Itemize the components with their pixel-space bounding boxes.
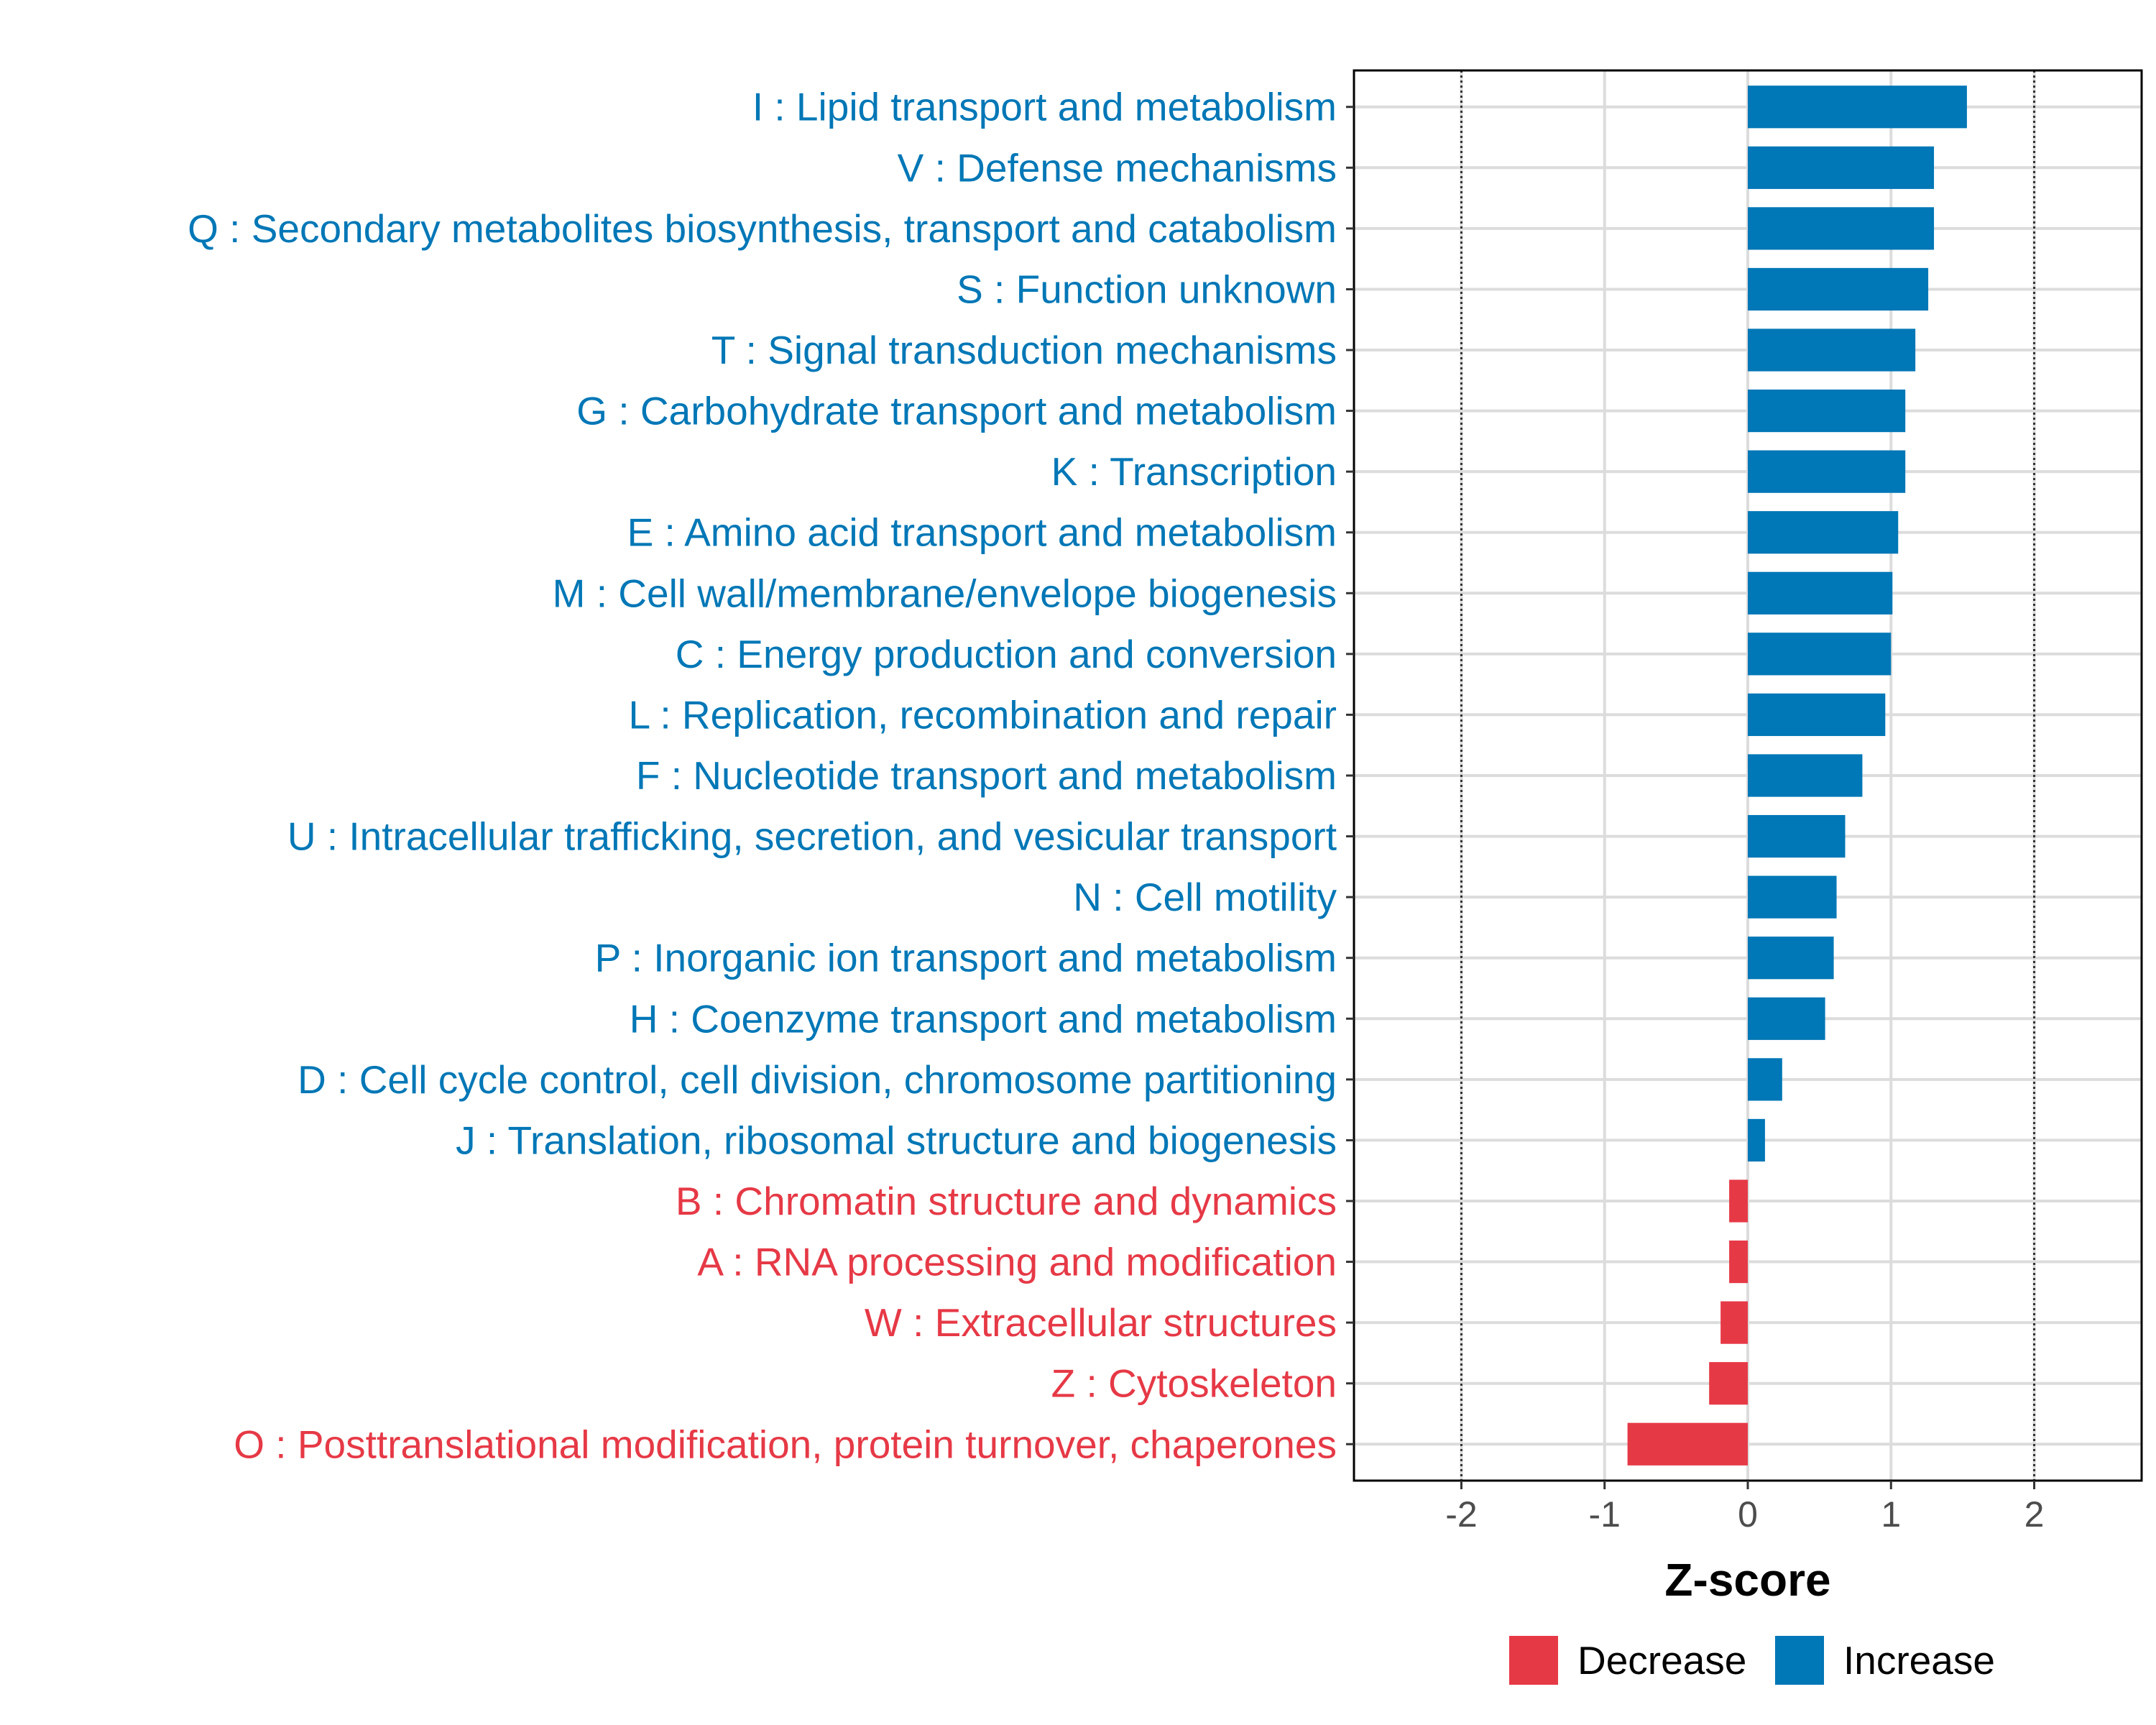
bar bbox=[1748, 207, 1935, 250]
category-label: H : Coenzyme transport and metabolism bbox=[630, 996, 1337, 1041]
x-axis-title: Z-score bbox=[1664, 1554, 1830, 1606]
category-label: T : Signal transduction mechanisms bbox=[711, 328, 1337, 372]
category-label: A : RNA processing and modification bbox=[697, 1240, 1337, 1284]
y-axis-ticks bbox=[1346, 106, 1354, 1445]
category-label: J : Translation, ribosomal structure and… bbox=[456, 1118, 1337, 1162]
bar bbox=[1748, 571, 1893, 615]
x-tick-label: -1 bbox=[1588, 1494, 1620, 1535]
legend-label: Increase bbox=[1843, 1638, 1995, 1683]
legend-swatch bbox=[1509, 1636, 1558, 1685]
y-axis-category-labels: I : Lipid transport and metabolism V : De… bbox=[188, 85, 1337, 1467]
category-label: K : Transcription bbox=[1051, 449, 1337, 494]
bar bbox=[1748, 1118, 1765, 1162]
category-label: M : Cell wall/membrane/envelope biogenes… bbox=[553, 571, 1337, 615]
category-label: E : Amino acid transport and metabolism bbox=[627, 510, 1337, 555]
x-tick-label: 0 bbox=[1738, 1494, 1758, 1535]
category-label: P : Inorganic ion transport and metaboli… bbox=[595, 936, 1337, 980]
bar bbox=[1748, 693, 1886, 737]
legend-swatch bbox=[1775, 1636, 1824, 1685]
category-label: C : Energy production and conversion bbox=[676, 632, 1337, 676]
category-label: L : Replication, recombination and repai… bbox=[629, 692, 1337, 737]
bar bbox=[1748, 997, 1825, 1040]
bar bbox=[1729, 1179, 1748, 1223]
bar bbox=[1748, 86, 1967, 129]
x-tick-label: 1 bbox=[1881, 1494, 1901, 1535]
category-label: D : Cell cycle control, cell division, c… bbox=[298, 1057, 1337, 1102]
legend-label: Decrease bbox=[1577, 1638, 1746, 1683]
category-label: Z : Cytoskeleton bbox=[1051, 1361, 1337, 1406]
bar bbox=[1627, 1422, 1748, 1466]
legend: Decrease Increase bbox=[1509, 1636, 1995, 1685]
category-label: V : Defense mechanisms bbox=[898, 145, 1337, 190]
category-label: O : Posttranslational modification, prot… bbox=[234, 1422, 1337, 1466]
category-label: I : Lipid transport and metabolism bbox=[752, 85, 1337, 129]
category-label: U : Intracellular trafficking, secretion… bbox=[287, 814, 1337, 859]
category-label: B : Chromatin structure and dynamics bbox=[676, 1179, 1337, 1223]
category-label: W : Extracellular structures bbox=[865, 1300, 1337, 1345]
category-label: Q : Secondary metabolites biosynthesis, … bbox=[188, 206, 1337, 251]
category-label: G : Carbohydrate transport and metabolis… bbox=[576, 389, 1337, 433]
category-label: F : Nucleotide transport and metabolism bbox=[636, 753, 1337, 798]
x-axis-ticks: -2 -1 0 1 2 bbox=[1445, 1481, 2044, 1535]
bar bbox=[1720, 1301, 1748, 1344]
bar bbox=[1709, 1362, 1748, 1405]
x-tick-label: 2 bbox=[2024, 1494, 2045, 1535]
bar bbox=[1748, 450, 1906, 493]
x-tick-label: -2 bbox=[1445, 1494, 1477, 1535]
bar bbox=[1748, 937, 1834, 980]
bar bbox=[1748, 814, 1846, 858]
category-label: S : Function unknown bbox=[957, 267, 1337, 311]
bar bbox=[1748, 754, 1863, 797]
category-label: N : Cell motility bbox=[1073, 875, 1337, 919]
bar bbox=[1729, 1240, 1748, 1284]
bar bbox=[1748, 328, 1916, 372]
bars bbox=[1627, 86, 1967, 1466]
bar bbox=[1748, 146, 1935, 189]
bar bbox=[1748, 875, 1837, 919]
bar bbox=[1748, 389, 1906, 433]
bar bbox=[1748, 632, 1892, 676]
bar bbox=[1748, 267, 1929, 311]
bar bbox=[1748, 511, 1899, 554]
reference-lines bbox=[1460, 70, 2036, 1481]
bar bbox=[1748, 1058, 1782, 1101]
